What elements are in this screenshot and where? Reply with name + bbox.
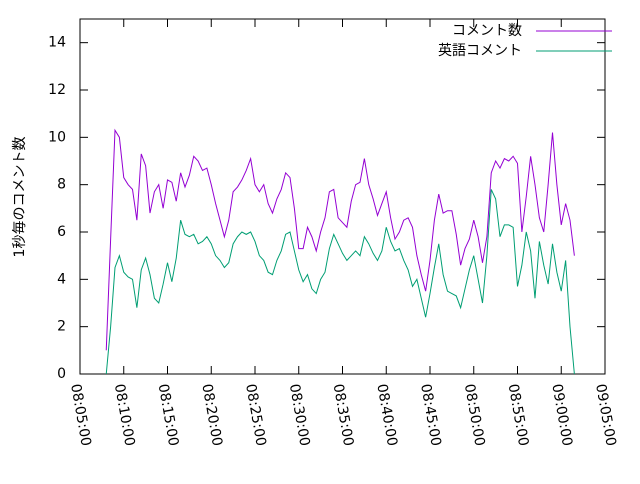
y-tick-label: 12 [48,82,66,98]
x-tick-label: 08:15:00 [155,383,182,448]
x-tick-label: 08:30:00 [286,383,313,448]
series-line [105,128,575,351]
y-tick-label: 10 [48,129,66,145]
y-axis-label: 1秒毎のコメント数 [12,137,28,258]
legend-label: 英語コメント [438,42,522,59]
y-tick-label: 6 [57,224,66,240]
plot-border [79,18,606,375]
y-tick-label: 4 [57,271,66,287]
x-tick-label: 08:20:00 [198,383,225,448]
x-tick-label: 08:45:00 [417,383,444,448]
y-tick-label: 8 [57,177,66,193]
x-tick-label: 08:10:00 [111,383,138,448]
y-tick-label: 0 [57,366,66,382]
x-tick-label: 09:05:00 [592,383,619,448]
x-tick-label: 08:35:00 [330,383,357,448]
series-line [105,189,575,375]
x-tick-label: 08:05:00 [67,383,94,448]
y-tick-label: 14 [48,35,66,51]
x-tick-label: 08:40:00 [373,383,400,448]
legend-label: コメント数 [452,23,522,39]
x-tick-label: 09:00:00 [548,383,575,448]
x-tick-label: 08:50:00 [461,383,488,448]
y-tick-label: 2 [57,319,66,335]
x-tick-label: 08:55:00 [505,383,532,448]
x-tick-label: 08:25:00 [242,383,269,448]
